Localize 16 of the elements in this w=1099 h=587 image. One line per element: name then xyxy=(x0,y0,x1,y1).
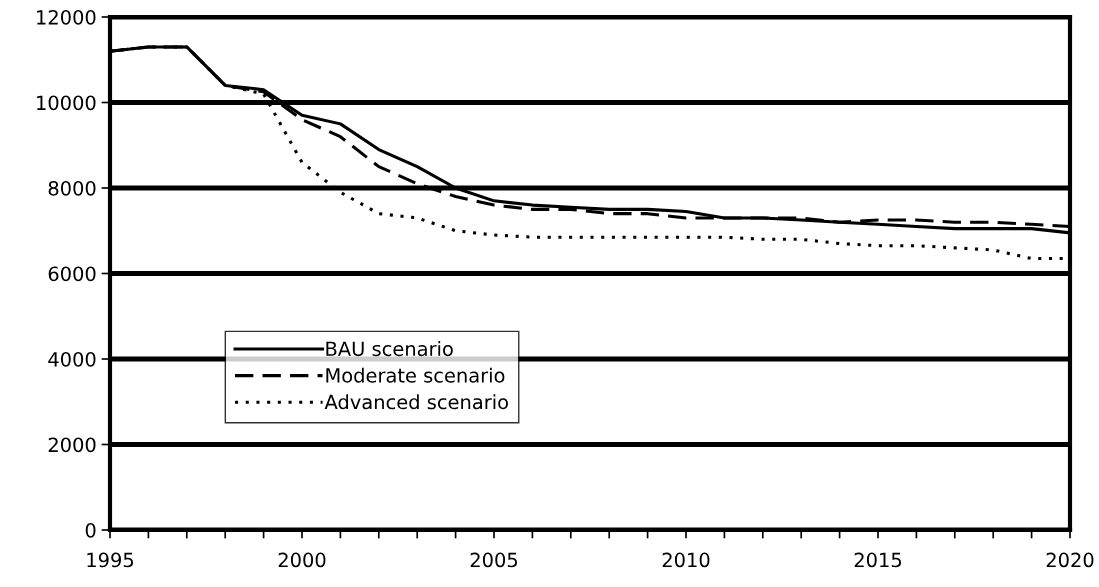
y-tick-label: 8000 xyxy=(48,180,96,196)
y-tick-label: 0 xyxy=(85,522,96,538)
x-tick-label: 1995 xyxy=(87,552,134,568)
legend-label: Moderate scenario xyxy=(326,367,505,383)
y-tick-label: 4000 xyxy=(48,351,96,367)
legend-label: BAU scenario xyxy=(326,341,453,357)
y-tick-label: 6000 xyxy=(48,266,96,282)
x-tick-label: 2020 xyxy=(1046,552,1094,568)
y-tick-label: 12000 xyxy=(37,9,96,25)
y-tick-label: 2000 xyxy=(48,437,96,453)
y-tick-label: 10000 xyxy=(37,95,96,111)
x-tick-label: 2015 xyxy=(854,552,902,568)
x-tick-label: 2000 xyxy=(278,552,326,568)
legend-label: Advanced scenario xyxy=(324,394,508,410)
x-tick-label: 2005 xyxy=(470,552,518,568)
x-tick-label: 2010 xyxy=(662,552,710,568)
